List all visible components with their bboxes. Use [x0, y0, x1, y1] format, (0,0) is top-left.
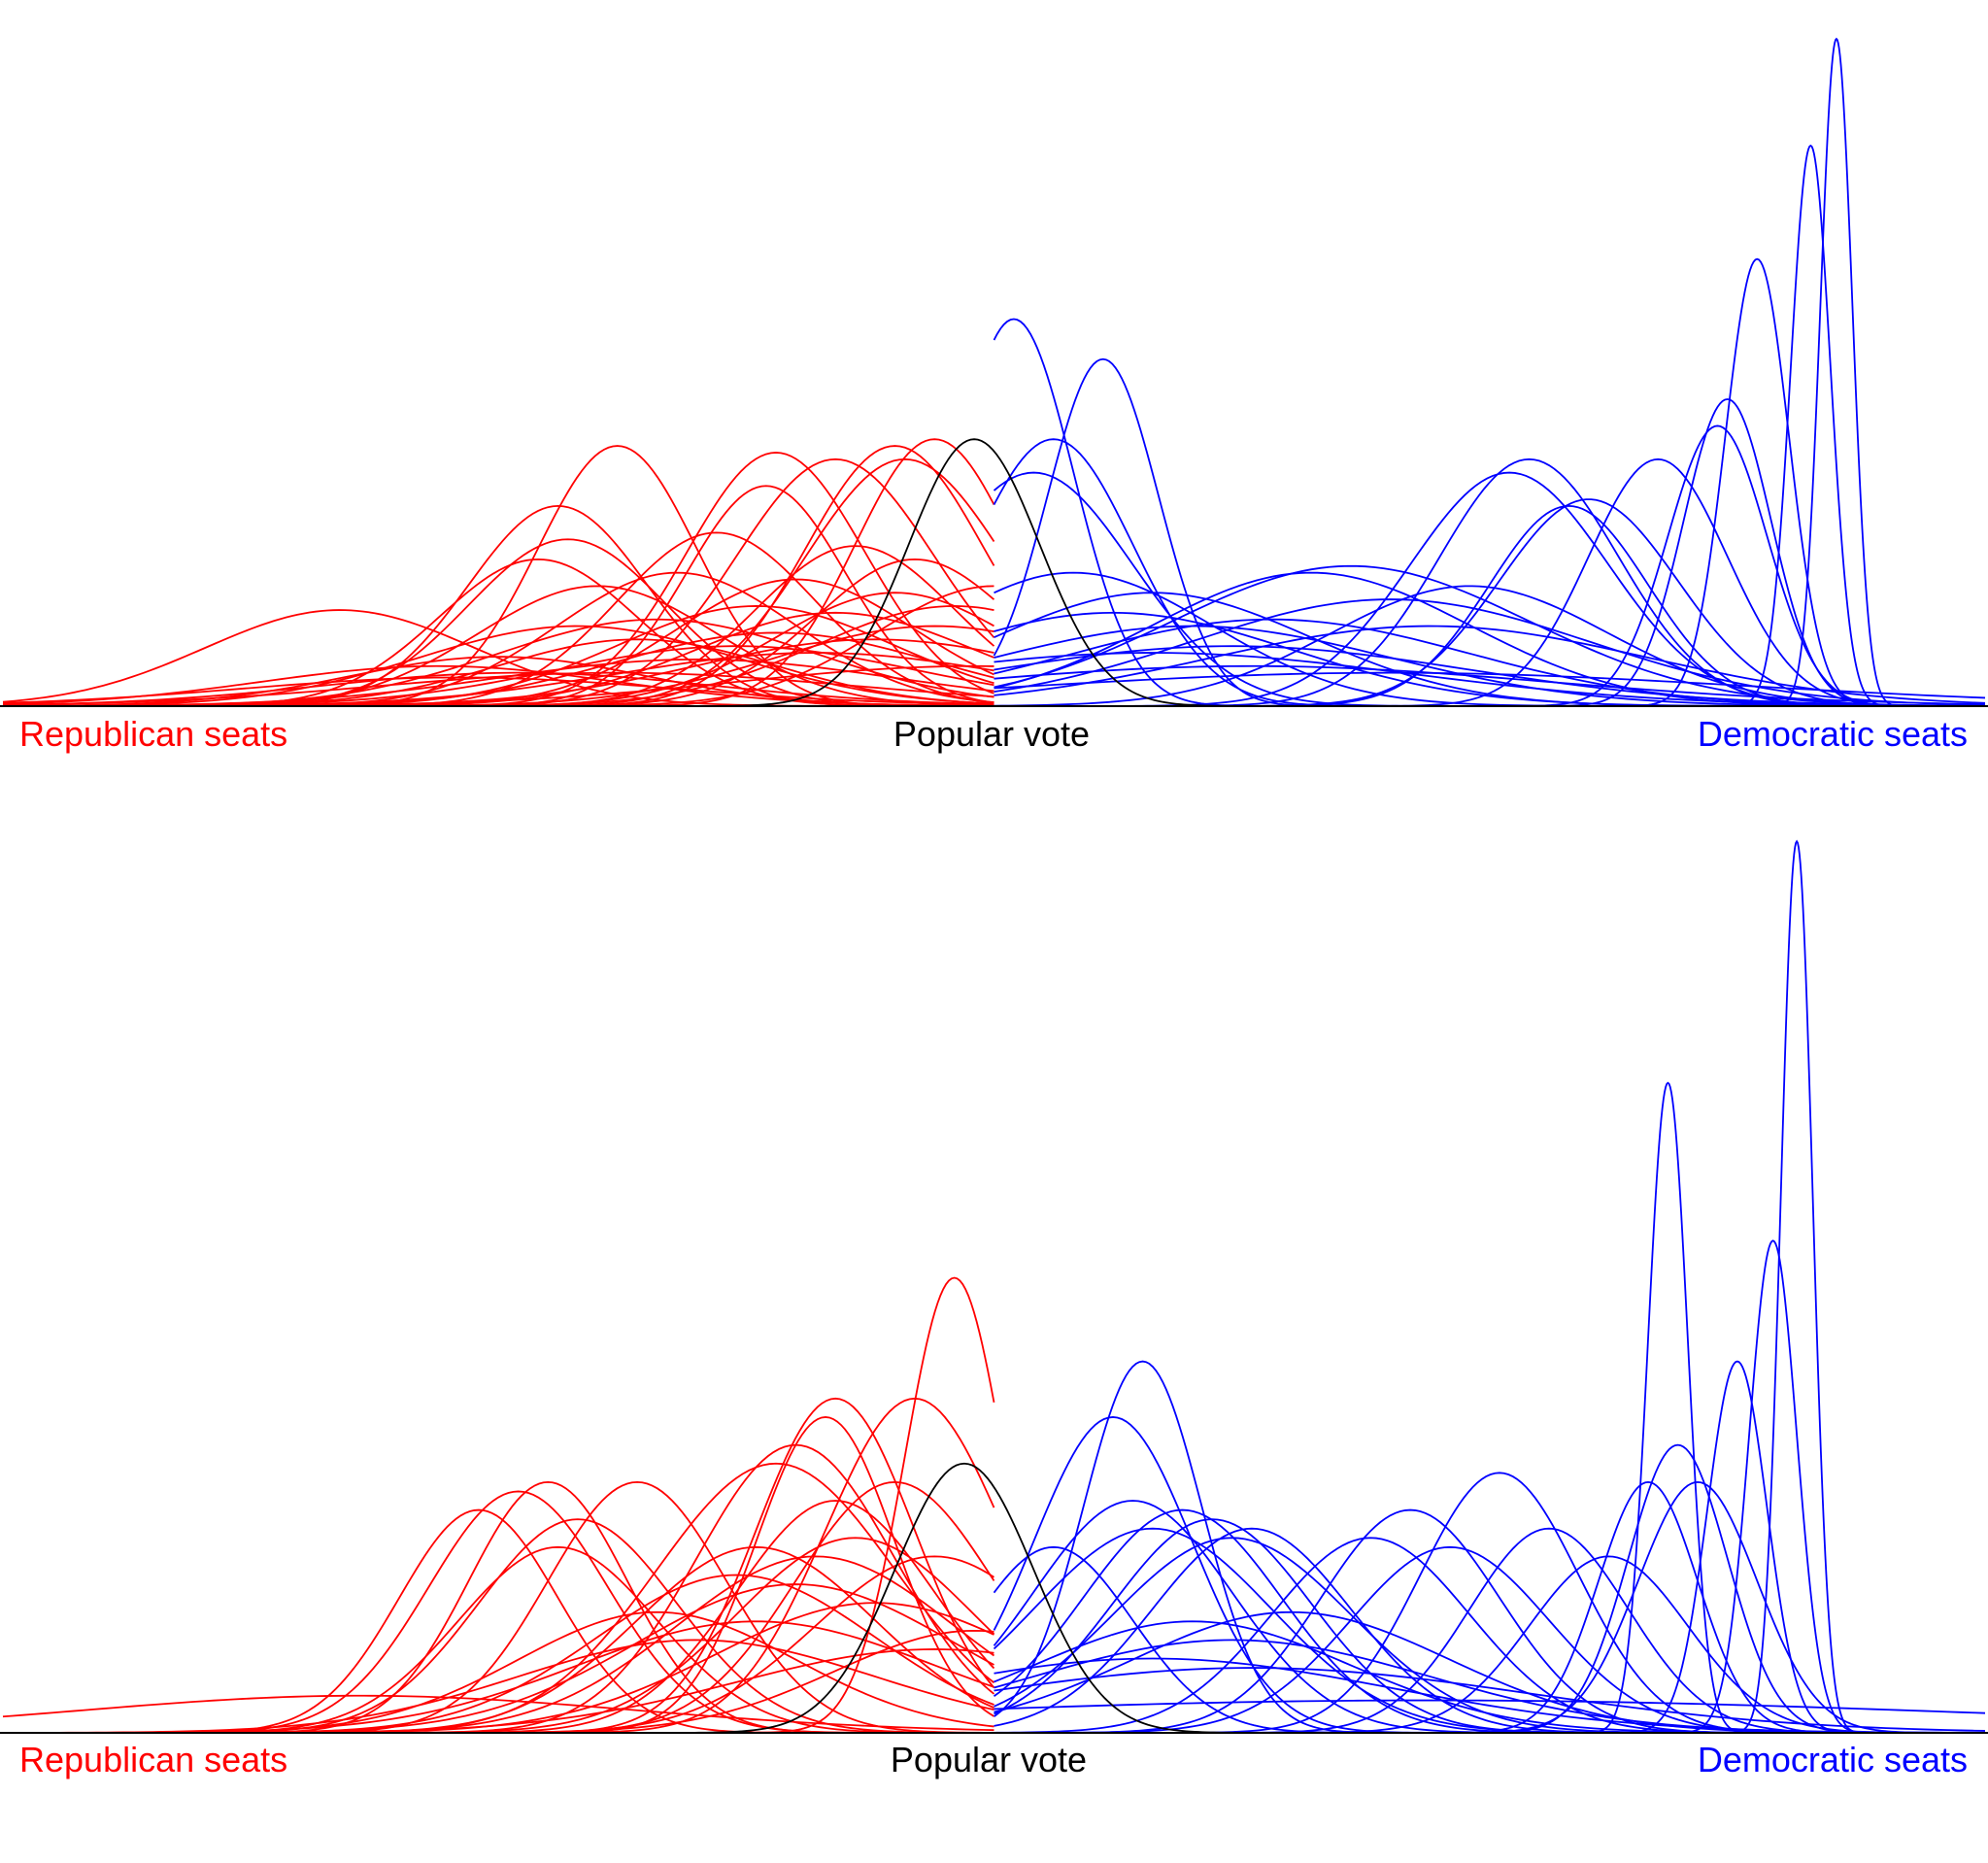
top-republican-curve: [156, 504, 960, 707]
bottom-democratic-curve: [1430, 1480, 1966, 1734]
bottom-republican-curve: [2, 1639, 994, 1734]
bottom-democratic-curve: [993, 1500, 1579, 1734]
top-democratic-curve: [994, 664, 1986, 705]
bottom-democratic-curve: [994, 1657, 1986, 1734]
top-democratic-curve: [1721, 144, 1901, 707]
top-democratic-curve: [1062, 471, 1956, 707]
top-democratic-curve: [994, 652, 1986, 707]
bottom-republican-curve: [190, 1480, 905, 1734]
top-republican-curve: [2, 659, 994, 707]
bottom-democratic-curve: [1603, 1360, 1871, 1734]
top-democratic-seats-label: Democratic seats: [1698, 714, 1968, 754]
top-density-curves: [2, 37, 1986, 707]
bottom-republican-curve: [117, 1490, 920, 1734]
bottom-popular-vote-curve: [652, 1462, 1277, 1734]
bottom-republican-curve: [131, 1518, 994, 1734]
bottom-democratic-curve: [1251, 1555, 1966, 1734]
top-popular-vote-curve: [680, 438, 1269, 707]
bottom-democratic-curve: [994, 1667, 1986, 1732]
top-popular-vote-label: Popular vote: [893, 714, 1090, 754]
top-democratic-curve: [1187, 498, 1985, 707]
top-seat-distribution-chart: Republican seats Popular vote Democratic…: [0, 37, 1988, 754]
bottom-republican-curve: [32, 1610, 994, 1734]
bottom-democratic-curve: [1425, 1480, 1871, 1734]
top-democratic-curve: [994, 585, 1986, 707]
bottom-democratic-curve: [1725, 839, 1869, 1734]
top-democratic-curve: [1614, 257, 1901, 707]
bottom-democratic-seats-label: Democratic seats: [1698, 1740, 1968, 1779]
bottom-democratic-curve: [1008, 1508, 1812, 1734]
bottom-democratic-curve: [1666, 1239, 1880, 1734]
bottom-popular-vote-label: Popular vote: [891, 1740, 1087, 1779]
bottom-density-curves: [2, 839, 1986, 1734]
top-democratic-curve: [1494, 424, 1941, 707]
top-democratic-curve: [1765, 37, 1908, 707]
bottom-democratic-curve: [1142, 1472, 1857, 1734]
top-republican-curve: [260, 445, 975, 707]
top-democratic-curve: [994, 671, 1986, 699]
bottom-democratic-curve: [993, 1545, 1411, 1734]
top-republican-seats-label: Republican seats: [19, 714, 287, 754]
top-republican-curve: [2, 671, 994, 706]
top-republican-curve: [409, 485, 994, 707]
bottom-republican-curve: [235, 1480, 994, 1734]
bottom-republican-seats-label: Republican seats: [19, 1740, 287, 1779]
bottom-seat-distribution-chart: Republican seats Popular vote Democratic…: [0, 839, 1988, 1779]
bottom-democratic-curve: [994, 1699, 1986, 1714]
bottom-republican-curve: [82, 1583, 994, 1734]
bottom-democratic-curve: [1578, 1081, 1758, 1734]
top-democratic-curve: [994, 645, 1986, 707]
bottom-republican-curve: [161, 1602, 994, 1734]
top-democratic-curve: [993, 357, 1353, 707]
bottom-democratic-curve: [993, 1360, 1411, 1734]
